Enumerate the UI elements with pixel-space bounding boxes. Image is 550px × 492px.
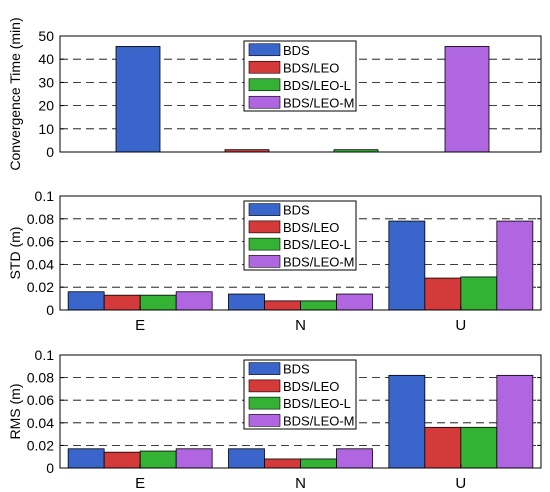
bar-bds-leo-m-n [336, 293, 373, 311]
bar-bds-leo-u [424, 277, 462, 311]
legend: BDS BDS/LEO BDS/LEO-L BDS/LEO-M [243, 40, 357, 112]
chart-panel-2: 0 0.02 0.04 0.06 0.08 0.1 E N U STD (m) BDS BDS/LEO… [7, 188, 542, 334]
legend-swatch [248, 237, 281, 251]
bar-bds-leo-e [103, 294, 141, 311]
legend-swatch [248, 396, 281, 410]
legend-label: BDS [283, 43, 310, 58]
y-tick-label: 0.02 [27, 437, 54, 453]
y-axis-label: RMS (m) [7, 384, 23, 440]
legend: BDS BDS/LEO BDS/LEO-L BDS/LEO-M [243, 200, 357, 271]
legend-swatch [248, 379, 281, 393]
y-tick-label: 0 [46, 144, 54, 160]
axes-frame [59, 354, 542, 469]
bar-bds-u [388, 374, 426, 469]
axes-frame [59, 195, 542, 311]
bar-bds-leo-l-e [139, 450, 177, 469]
chart-panel-1: 0 10 20 30 40 50 Convergence Time (min) BDS BDS/… [7, 17, 542, 171]
legend-swatch [248, 203, 281, 216]
x-tick-label: N [295, 317, 306, 334]
y-axis-label: STD (m) [7, 227, 23, 280]
bar-bds-n [228, 293, 265, 311]
legend-label: BDS/LEO-L [283, 396, 351, 411]
bar-bds-u [388, 220, 426, 311]
bar-bds-leo-n [264, 300, 301, 311]
y-tick-label: 30 [38, 74, 54, 90]
bar-bds-leo-n [264, 458, 301, 469]
y-tick-label: 0.04 [27, 256, 54, 272]
y-tick-label: 40 [38, 51, 54, 67]
y-tick-label: 0.06 [27, 234, 54, 250]
legend-label: BDS/LEO-L [283, 237, 351, 252]
bar-bds-n [228, 448, 265, 469]
bar-bds-leo-l-n [300, 300, 337, 311]
bar-bds-leo-l-u [460, 276, 498, 311]
legend-label: BDS/LEO-M [283, 413, 355, 428]
y-tick-label: 20 [38, 98, 54, 114]
x-tick-label: N [295, 475, 306, 492]
bar-bds-leo-m-n [336, 448, 373, 469]
legend-swatch [248, 255, 281, 268]
y-tick-label: 0.02 [27, 279, 54, 295]
y-tick-label: 0 [46, 302, 54, 318]
y-tick-label: 0.06 [27, 392, 54, 408]
bar-bds-leo-l-e [139, 294, 177, 311]
x-tick-label: E [135, 317, 145, 334]
y-tick-label: 50 [38, 28, 54, 44]
legend-label: BDS [283, 203, 310, 218]
x-tick-label: U [455, 475, 466, 492]
y-tick-label: 0.08 [27, 370, 54, 386]
bar-bds-leo-l-u [460, 426, 498, 469]
y-axis-label: Convergence Time (min) [7, 17, 23, 170]
legend-swatch [248, 43, 281, 57]
legend-label: BDS [283, 362, 310, 377]
y-tick-label: 0.04 [27, 415, 54, 431]
bar-bds-leo-m [444, 46, 490, 153]
chart-panel-3: 0 0.02 0.04 0.06 0.08 0.1 E N U RMS (m) BDS BDS/LEO… [7, 347, 542, 492]
legend-label: BDS/LEO-L [283, 78, 351, 93]
x-tick-label: E [135, 475, 145, 492]
legend-swatch [248, 95, 281, 109]
bar-bds-leo-m-u [496, 374, 534, 469]
axes-frame [59, 35, 542, 153]
legend-swatch [248, 60, 281, 74]
y-tick-label: 0.08 [27, 211, 54, 227]
bar-bds-leo-m-u [496, 220, 534, 311]
y-tick-label: 0 [46, 460, 54, 476]
legend-label: BDS/LEO [283, 220, 339, 235]
legend-label: BDS/LEO-M [283, 95, 355, 110]
legend-swatch [248, 414, 281, 427]
legend-swatch [248, 362, 281, 375]
legend-swatch [248, 78, 281, 92]
bar-bds-leo-l-n [300, 458, 337, 469]
legend: BDS BDS/LEO BDS/LEO-L BDS/LEO-M [243, 359, 357, 430]
legend-label: BDS/LEO-M [283, 254, 355, 269]
y-tick-label: 0.1 [35, 188, 55, 204]
bar-bds-e [67, 448, 105, 469]
y-tick-label: 0.1 [35, 347, 55, 363]
bar-bds-leo-m-e [175, 291, 213, 311]
x-tick-label: U [455, 317, 466, 334]
legend-label: BDS/LEO [283, 60, 339, 75]
bar-bds [115, 46, 161, 153]
bar-bds-leo-m-e [175, 448, 213, 469]
bar-bds-e [67, 291, 105, 311]
legend-label: BDS/LEO [283, 379, 339, 394]
bar-bds-leo-e [103, 451, 141, 469]
y-tick-label: 10 [38, 121, 54, 137]
bar-bds-leo-u [424, 426, 462, 469]
legend-swatch [248, 220, 281, 234]
